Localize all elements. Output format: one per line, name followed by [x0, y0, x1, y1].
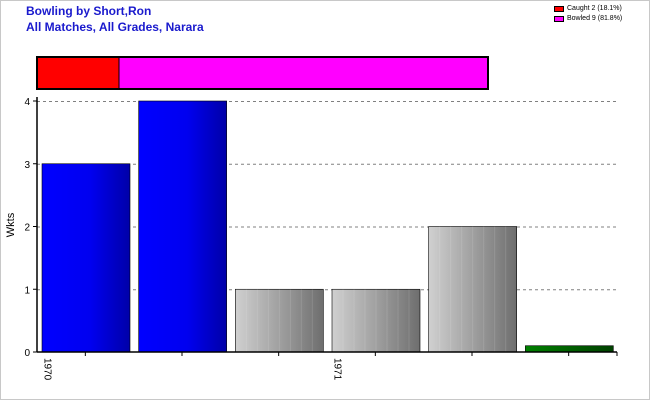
- breakdown-segment-caught: [36, 56, 120, 90]
- dismissal-breakdown-bar: [36, 56, 489, 90]
- legend: Caught 2 (18.1%) Bowled 9 (81.8%): [554, 4, 622, 24]
- bar-4: [331, 288, 421, 353]
- x-tick-label-1970: 1970: [41, 358, 52, 381]
- bar-3: [235, 288, 324, 353]
- y-axis-label: Wkts: [5, 212, 17, 237]
- breakdown-segment-bowled: [118, 56, 489, 90]
- legend-item-bowled: Bowled 9 (81.8%): [554, 14, 622, 24]
- y-tick-label-3: 3: [24, 160, 30, 171]
- bars: [41, 100, 614, 353]
- breakdown-outline: [36, 56, 489, 90]
- chart-title-line2: All Matches, All Grades, Narara: [26, 20, 204, 34]
- y-tick-label-1: 1: [24, 285, 30, 296]
- chart-title-line1: Bowling by Short,Ron: [26, 4, 152, 18]
- legend-swatch-caught: [554, 6, 564, 12]
- x-tick-label-1971: 1971: [331, 358, 342, 381]
- y-tick-label-4: 4: [24, 97, 30, 108]
- legend-label-bowled: Bowled 9 (81.8%): [567, 15, 623, 22]
- bar-1: [41, 163, 131, 353]
- chart-title: Bowling by Short,Ron All Matches, All Gr…: [26, 3, 204, 35]
- y-tick-label-0: 0: [24, 348, 30, 359]
- bar-6: [525, 345, 614, 353]
- axes: 0 1 2 3 4 1970 1971: [24, 97, 618, 381]
- legend-label-caught: Caught 2 (18.1%): [567, 5, 622, 12]
- bar-2: [138, 100, 227, 353]
- legend-swatch-bowled: [554, 16, 564, 22]
- gridlines: [37, 101, 617, 291]
- bar-5: [428, 226, 517, 353]
- y-tick-label-2: 2: [24, 223, 30, 234]
- legend-item-caught: Caught 2 (18.1%): [554, 4, 622, 14]
